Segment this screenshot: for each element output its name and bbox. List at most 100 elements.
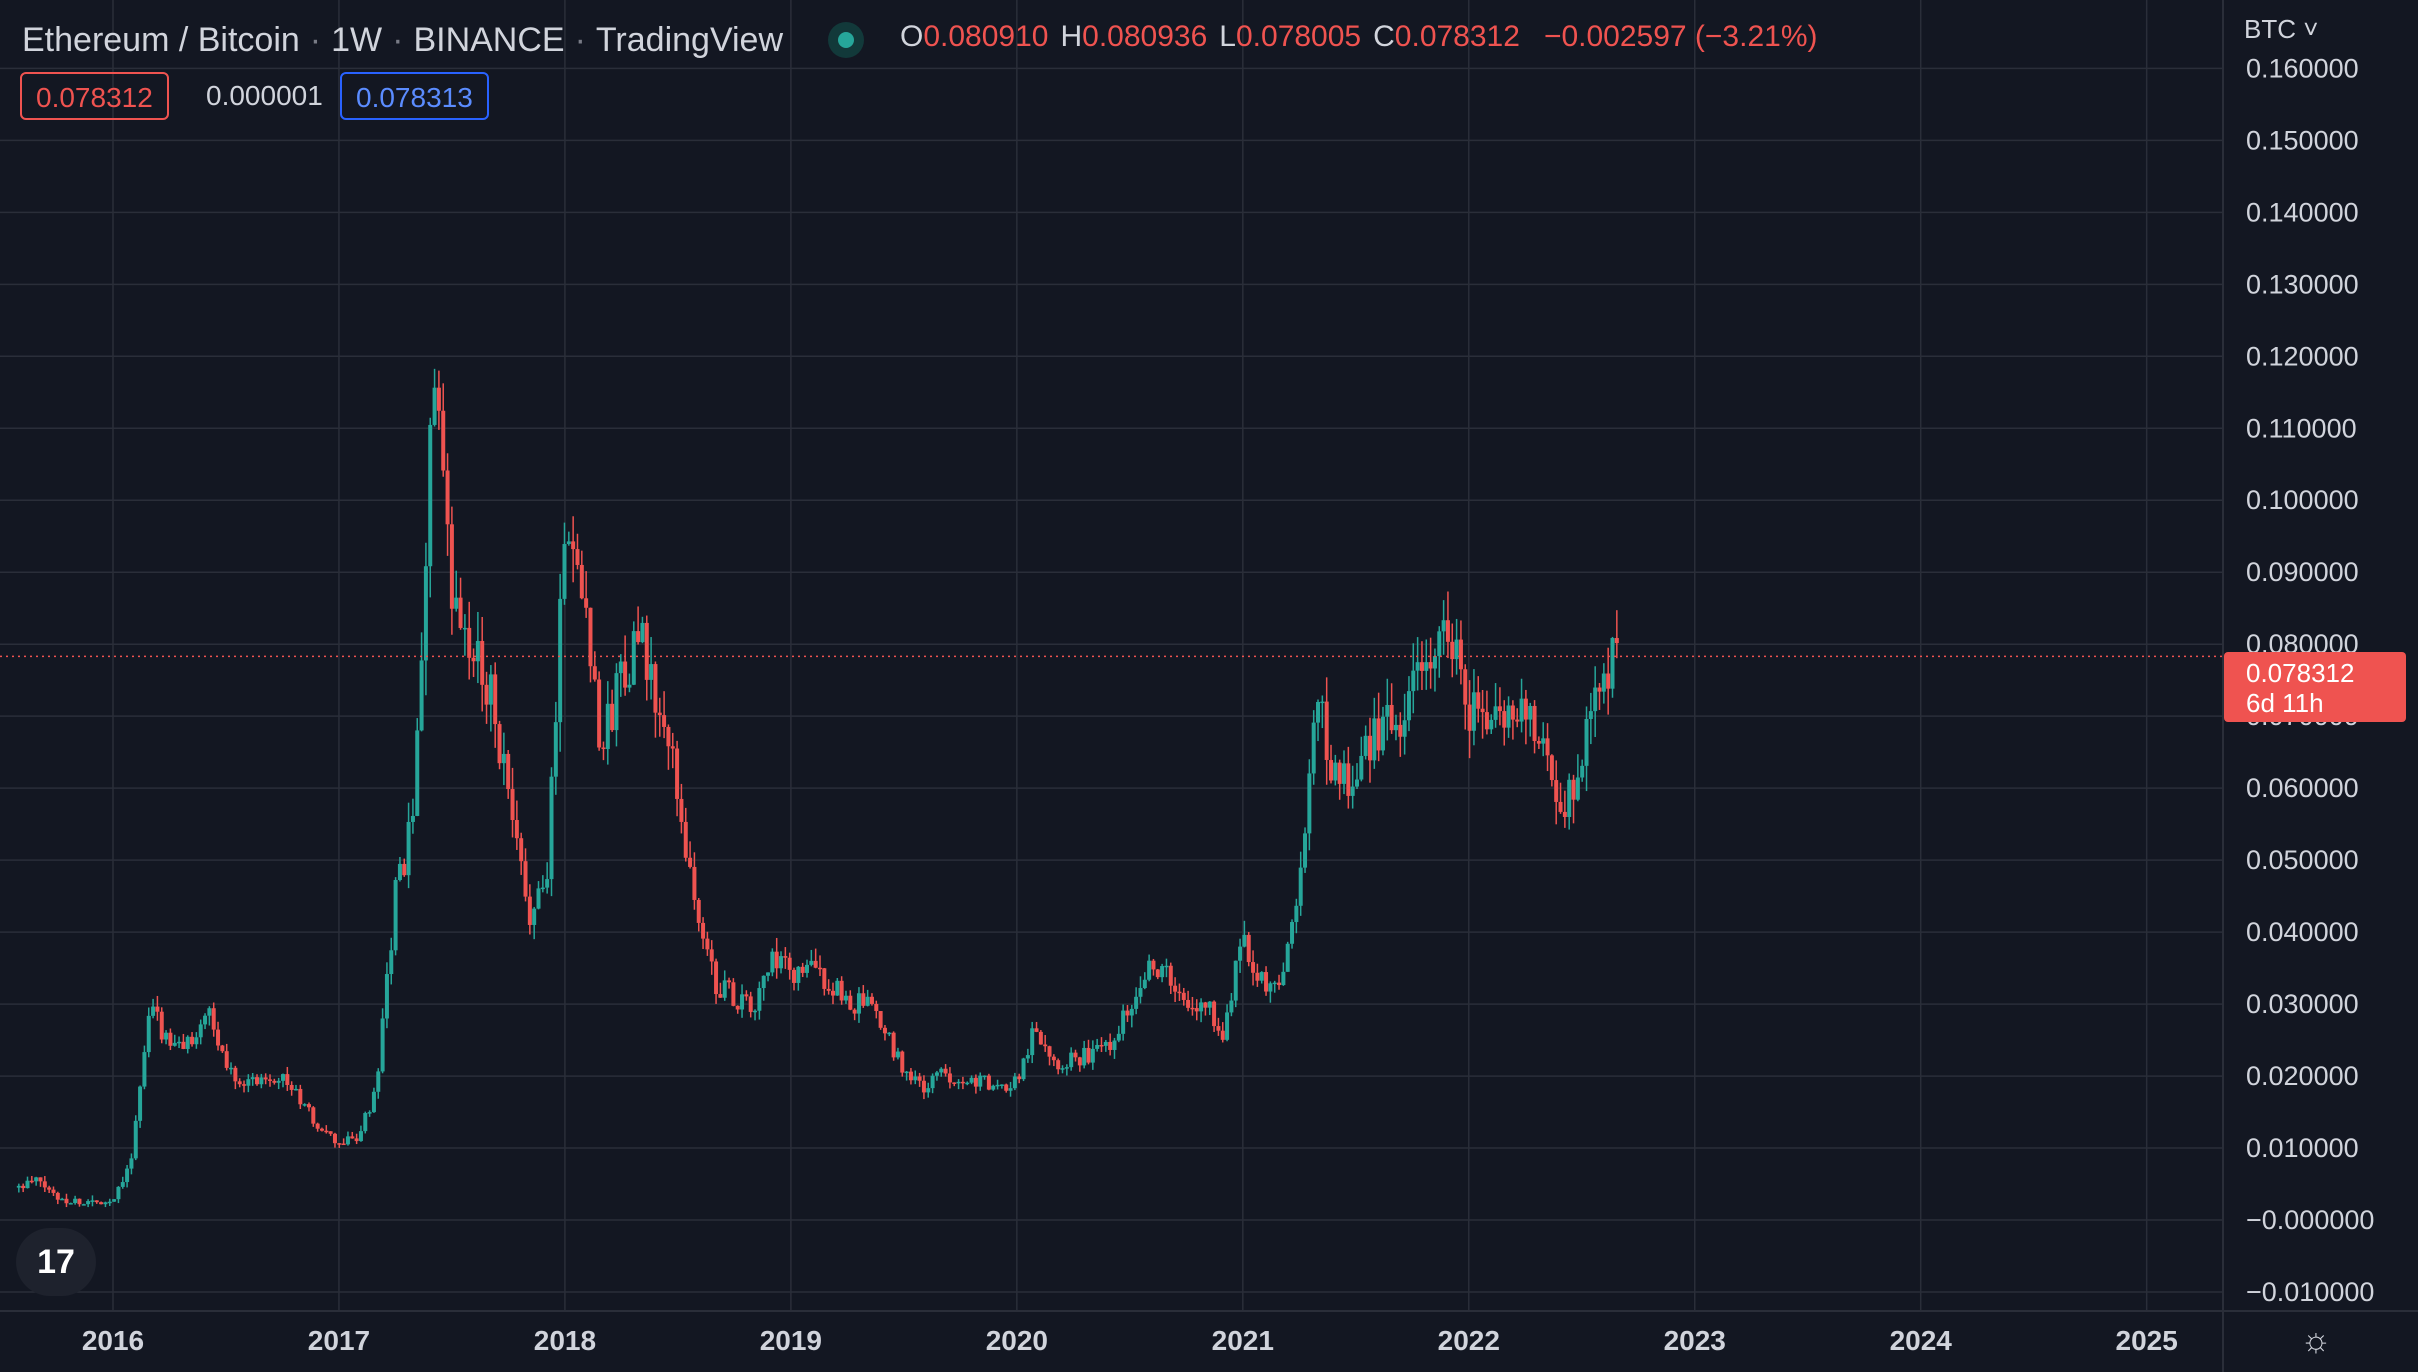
candle-body xyxy=(480,640,485,685)
price-axis[interactable]: 0.160000 0.150000 0.140000 0.130000 0.120000… xyxy=(2246,53,2374,1307)
candle-body xyxy=(670,746,675,749)
candle-body xyxy=(830,990,835,996)
candle-body xyxy=(566,541,571,545)
candle-body xyxy=(536,888,541,909)
candle-body xyxy=(826,988,831,991)
candle-body xyxy=(1419,662,1424,671)
candle-body xyxy=(1220,1030,1225,1040)
candle-body xyxy=(363,1113,368,1132)
interval-label[interactable]: 1W xyxy=(331,20,383,59)
candle-body xyxy=(805,964,810,973)
y-tick-label: 0.140000 xyxy=(2246,197,2359,227)
candle-body xyxy=(259,1077,264,1085)
candle-body xyxy=(1125,1010,1130,1016)
candle-body xyxy=(766,972,771,976)
candle-body xyxy=(887,1032,892,1035)
candle-body xyxy=(1051,1056,1056,1061)
candle-body xyxy=(1043,1044,1048,1047)
candle-body xyxy=(1281,971,1286,986)
candle-body xyxy=(345,1136,350,1145)
candle-body xyxy=(926,1088,931,1093)
candle-body xyxy=(1441,620,1446,632)
candle-body xyxy=(276,1080,281,1083)
candle-body xyxy=(449,524,454,609)
candle-body xyxy=(705,938,710,950)
candle-body xyxy=(731,982,736,1006)
candle-body xyxy=(1025,1055,1030,1059)
candle-body xyxy=(1493,706,1498,720)
candle-body xyxy=(1173,985,1178,992)
candle-body xyxy=(81,1204,86,1206)
candle-body xyxy=(471,657,476,662)
tradingview-logo-icon[interactable]: 17 xyxy=(16,1228,96,1296)
candle-body xyxy=(112,1199,117,1202)
symbol-name[interactable]: Ethereum / Bitcoin xyxy=(22,20,300,59)
candle-body xyxy=(285,1074,290,1085)
candle-body xyxy=(882,1027,887,1034)
candle-body xyxy=(68,1203,73,1205)
candle-body xyxy=(1225,1012,1230,1040)
candle-body xyxy=(233,1067,238,1082)
sell-price-button[interactable]: 0.078312 xyxy=(20,72,169,120)
candle-body xyxy=(306,1104,311,1108)
candle-body xyxy=(1324,701,1329,760)
candle-body xyxy=(1086,1047,1091,1063)
candle-body xyxy=(1077,1057,1082,1066)
header-separator: · xyxy=(574,20,586,59)
gear-icon[interactable]: ☼ xyxy=(2300,1321,2332,1359)
candle-body xyxy=(1398,724,1403,737)
candle-body xyxy=(1497,706,1502,712)
symbol-header[interactable]: Ethereum / Bitcoin · 1W · BINANCE · Trad… xyxy=(22,18,783,62)
candle-body xyxy=(1069,1052,1074,1068)
y-tick-label: 0.160000 xyxy=(2246,53,2359,83)
candle-body xyxy=(1389,704,1394,731)
candle-body xyxy=(714,961,719,995)
candle-body xyxy=(181,1041,186,1049)
candle-body xyxy=(636,631,641,643)
candle-body xyxy=(358,1131,363,1142)
candle-body xyxy=(423,566,428,661)
candle-body xyxy=(441,410,446,471)
header-separator: · xyxy=(309,20,322,59)
candle-body xyxy=(1380,716,1385,751)
candle-body xyxy=(878,1011,883,1028)
candle-body xyxy=(701,922,706,939)
currency-unit-dropdown[interactable]: BTC ˅ xyxy=(2244,14,2318,45)
y-tick-label: 0.100000 xyxy=(2246,485,2359,515)
time-axis[interactable]: 2016 2017 2018 2019 2020 2021 2022 2023 2024 2025 xyxy=(82,1325,2178,1356)
candle-body xyxy=(1467,704,1472,731)
candle-body xyxy=(250,1077,255,1080)
buy-price-button[interactable]: 0.078313 xyxy=(340,72,489,120)
candle-body xyxy=(692,866,697,900)
x-tick-label: 2020 xyxy=(986,1325,1048,1356)
candle-body xyxy=(493,674,498,725)
candle-body xyxy=(627,684,632,688)
candle-body xyxy=(1103,1041,1108,1046)
candle-body xyxy=(1489,719,1494,730)
candle-body xyxy=(1138,988,1143,997)
y-tick-label: 0.120000 xyxy=(2246,341,2359,371)
candle-body xyxy=(553,722,558,777)
candle-body xyxy=(1030,1028,1035,1056)
candle-body xyxy=(1562,811,1567,817)
candle-body xyxy=(549,776,554,880)
candle-body xyxy=(272,1080,277,1083)
candle-body xyxy=(1393,724,1398,731)
candle-body xyxy=(172,1042,177,1046)
candle-body xyxy=(956,1081,961,1084)
candle-body xyxy=(1186,999,1191,1008)
candle-body xyxy=(280,1074,285,1081)
candle-body xyxy=(610,703,615,731)
candle-body xyxy=(653,664,658,713)
y-tick-label: 0.130000 xyxy=(2246,269,2359,299)
currency-unit-label: BTC xyxy=(2244,14,2296,44)
candle-body xyxy=(1147,960,1152,980)
candle-body xyxy=(1047,1046,1052,1057)
candle-body xyxy=(138,1086,143,1121)
candle-body xyxy=(246,1079,251,1086)
candle-body xyxy=(86,1201,91,1205)
market-status-icon[interactable] xyxy=(828,22,864,58)
candle-body xyxy=(1342,763,1347,784)
candle-body xyxy=(662,715,667,727)
